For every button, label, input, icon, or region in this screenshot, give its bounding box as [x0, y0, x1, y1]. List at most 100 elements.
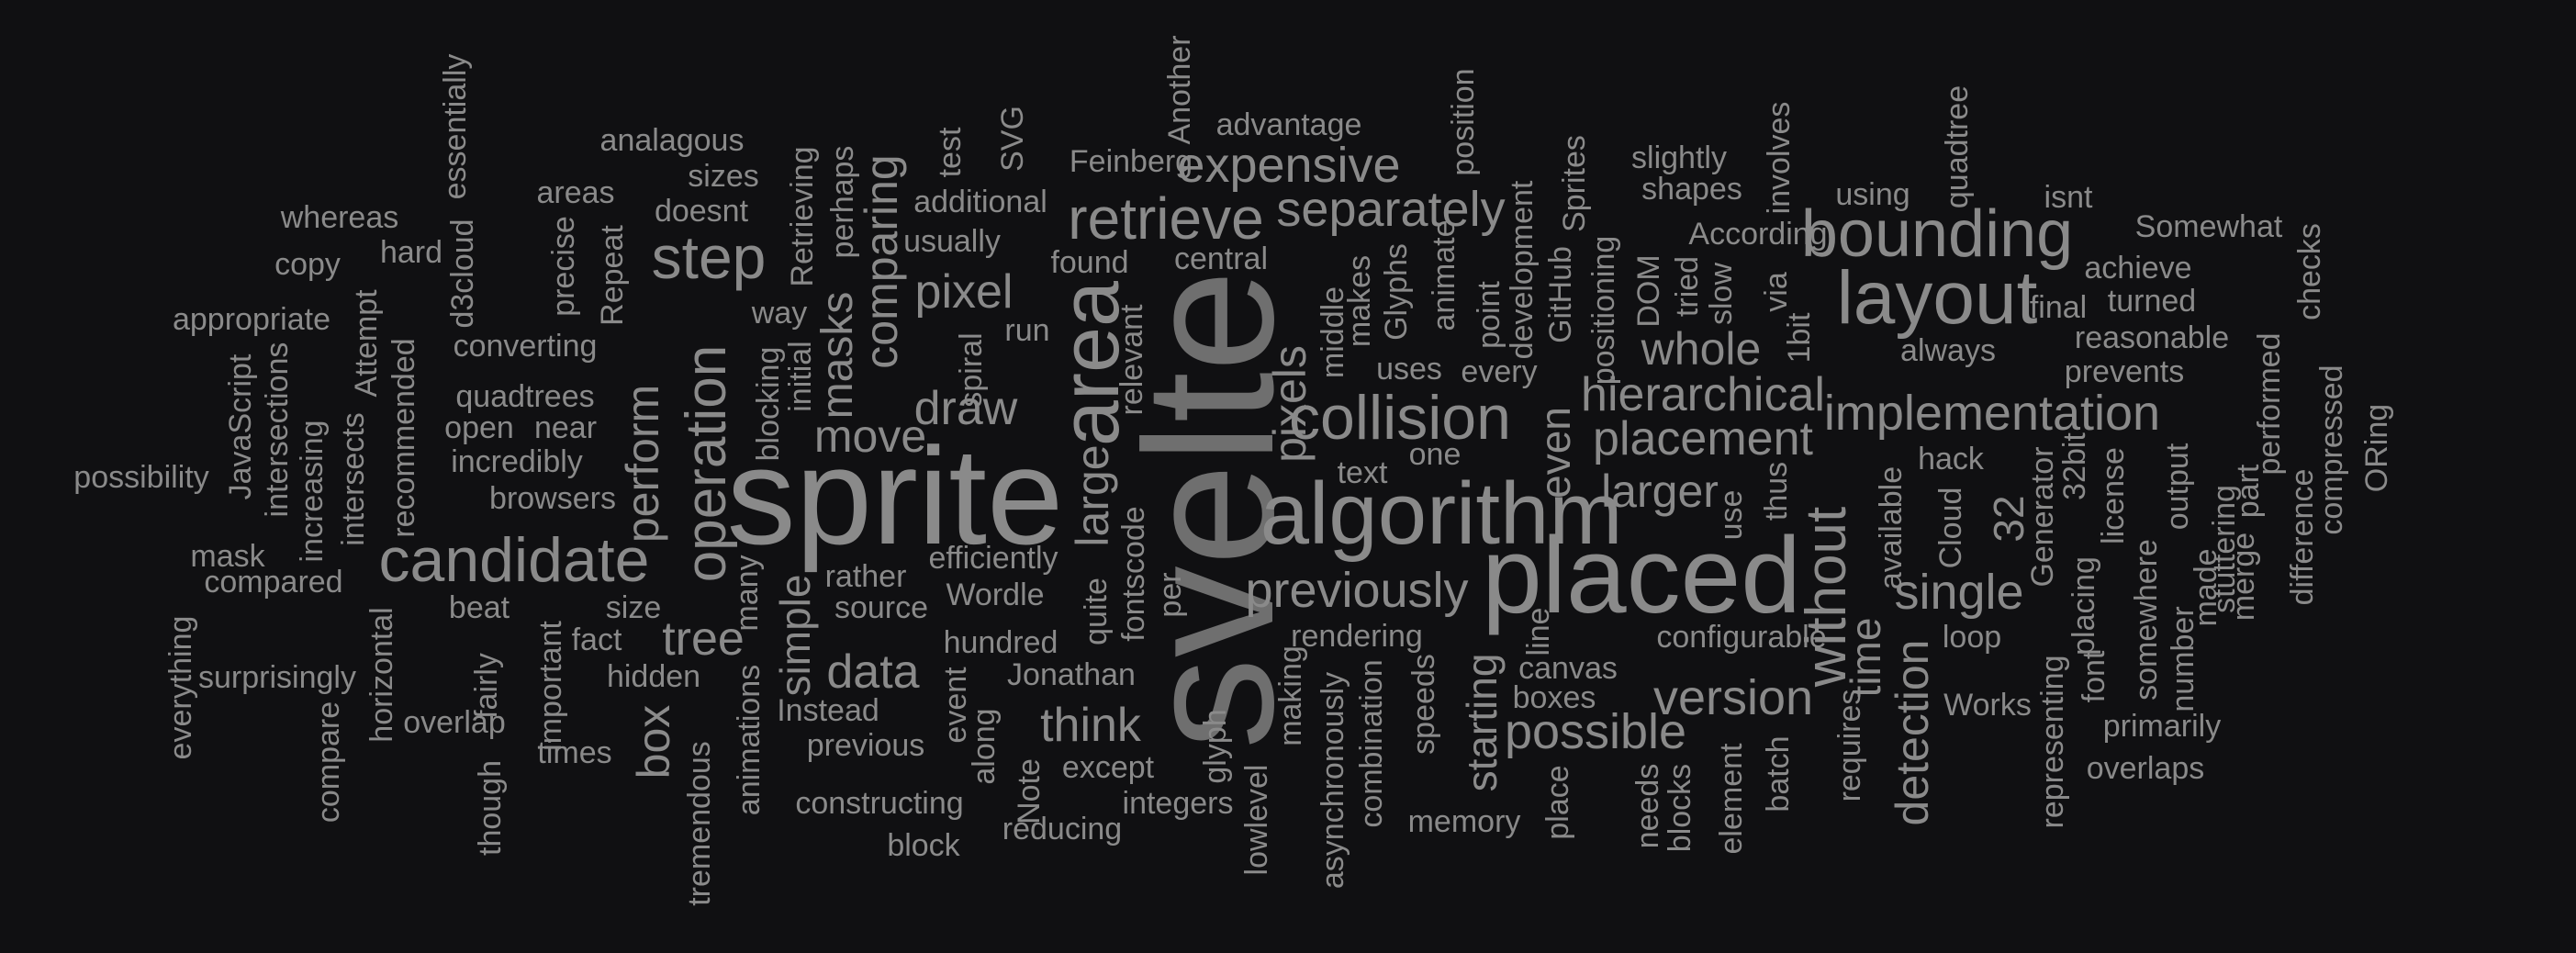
word-except: except: [1061, 750, 1155, 785]
word-fairly: fairly: [469, 653, 504, 719]
word-usually: usually: [903, 224, 1001, 259]
word-additional: additional: [913, 185, 1047, 219]
word-implementation: implementation: [1823, 386, 2161, 441]
word-possibility: possibility: [73, 460, 209, 495]
word-times: times: [537, 735, 612, 770]
word-surprisingly: surprisingly: [198, 660, 356, 695]
word-overlaps: overlaps: [2086, 751, 2205, 786]
word-draw: draw: [913, 382, 1018, 435]
word-blocking: blocking: [751, 346, 786, 462]
word-line: line: [1521, 607, 1556, 656]
word-browsers: browsers: [489, 481, 616, 516]
word-bounding: bounding: [1800, 197, 2074, 271]
word-whole: whole: [1641, 323, 1762, 375]
word-checks: checks: [2292, 223, 2327, 320]
word-rather: rather: [824, 559, 907, 594]
word-areas: areas: [536, 175, 615, 210]
word-compare: compare: [311, 701, 346, 824]
word-license: license: [2096, 447, 2131, 544]
word-isnt: isnt: [2044, 180, 2093, 215]
word-32: 32: [1985, 495, 2033, 543]
word-simple: simple: [771, 574, 819, 697]
word-efficiently: efficiently: [928, 541, 1058, 576]
word-think: think: [1040, 699, 1141, 752]
word-using: using: [1835, 177, 1910, 212]
word-detection: detection: [1887, 639, 1938, 826]
word-difference: difference: [2285, 468, 2320, 606]
word-available: available: [1874, 465, 1909, 590]
word-place: place: [1540, 765, 1575, 840]
word-sprites: Sprites: [1557, 135, 1592, 232]
word-another: Another: [1162, 35, 1197, 145]
word-pixels: pixels: [1264, 345, 1316, 463]
word-requires: requires: [1832, 689, 1867, 802]
word-according: According: [1688, 217, 1828, 252]
word-generator: Generator: [2025, 446, 2060, 588]
word-feinberg: Feinberg: [1069, 144, 1193, 179]
word-analagous: analagous: [599, 123, 745, 158]
word-larger: larger: [1601, 465, 1719, 517]
word-mask: mask: [190, 539, 265, 574]
word-merge: merge: [2226, 532, 2261, 622]
word-hierarchical: hierarchical: [1581, 368, 1825, 421]
word-increasing: increasing: [295, 420, 330, 563]
word-loop: loop: [1942, 620, 2002, 655]
word-along: along: [967, 708, 1002, 785]
word-relevant: relevant: [1114, 304, 1149, 416]
word-achieve: achieve: [2084, 251, 2192, 286]
word-previous: previous: [806, 728, 925, 763]
word-via: via: [1759, 272, 1794, 312]
word-source: source: [834, 590, 929, 625]
word-layout: layout: [1836, 256, 2038, 340]
word-hack: hack: [1918, 442, 1984, 476]
word-tree: tree: [662, 612, 745, 666]
word-move: move: [813, 410, 927, 462]
word-always: always: [1900, 333, 1996, 368]
word-central: central: [1173, 241, 1269, 276]
word-text: text: [1337, 455, 1388, 490]
word-algorithm: algorithm: [1260, 465, 1623, 563]
word-found: found: [1050, 245, 1129, 280]
word-overlap: overlap: [403, 705, 506, 740]
word-memory: memory: [1407, 804, 1521, 839]
word-data: data: [826, 645, 920, 699]
word-shapes: shapes: [1641, 172, 1742, 207]
word-many: many: [730, 555, 765, 632]
word-glyphs: Glyphs: [1379, 243, 1414, 341]
word-quadtree: quadtree: [1940, 84, 1975, 209]
word-uses: uses: [1376, 352, 1442, 387]
word-svg: SVG: [995, 106, 1030, 172]
word-combination: combination: [1354, 659, 1389, 828]
word-single: single: [1894, 565, 2024, 620]
word-output: output: [2160, 443, 2195, 531]
word-makes: makes: [1342, 254, 1377, 348]
word-hidden: hidden: [606, 659, 701, 694]
word-note: Note: [1012, 758, 1047, 824]
word-open: open: [444, 410, 514, 445]
word-element: element: [1714, 743, 1749, 855]
word-operation: operation: [675, 344, 738, 583]
word-test: test: [933, 127, 968, 178]
word-turned: turned: [2107, 284, 2197, 319]
word-appropriate: appropriate: [172, 302, 331, 337]
word-placed: placed: [1482, 515, 1801, 636]
word-development: development: [1505, 180, 1540, 360]
word-candidate: candidate: [378, 525, 650, 595]
word-animations: animations: [732, 664, 767, 816]
word-github: GitHub: [1543, 246, 1578, 343]
word-important: important: [533, 621, 568, 751]
word-thus: thus: [1759, 461, 1794, 521]
word-precise: precise: [546, 216, 581, 317]
word-fact: fact: [571, 622, 622, 657]
word-repeat: Repeat: [595, 225, 630, 326]
word-per: per: [1153, 572, 1188, 618]
word-attempt: Attempt: [349, 289, 384, 398]
word-compared: compared: [204, 565, 343, 600]
word-tremendous: tremendous: [682, 741, 717, 906]
word-final: final: [2029, 290, 2088, 325]
word-hard: hard: [379, 235, 443, 270]
word-integers: integers: [1122, 786, 1234, 821]
word-making: making: [1273, 645, 1308, 746]
word-though: though: [473, 760, 508, 856]
word-near: near: [533, 410, 598, 445]
